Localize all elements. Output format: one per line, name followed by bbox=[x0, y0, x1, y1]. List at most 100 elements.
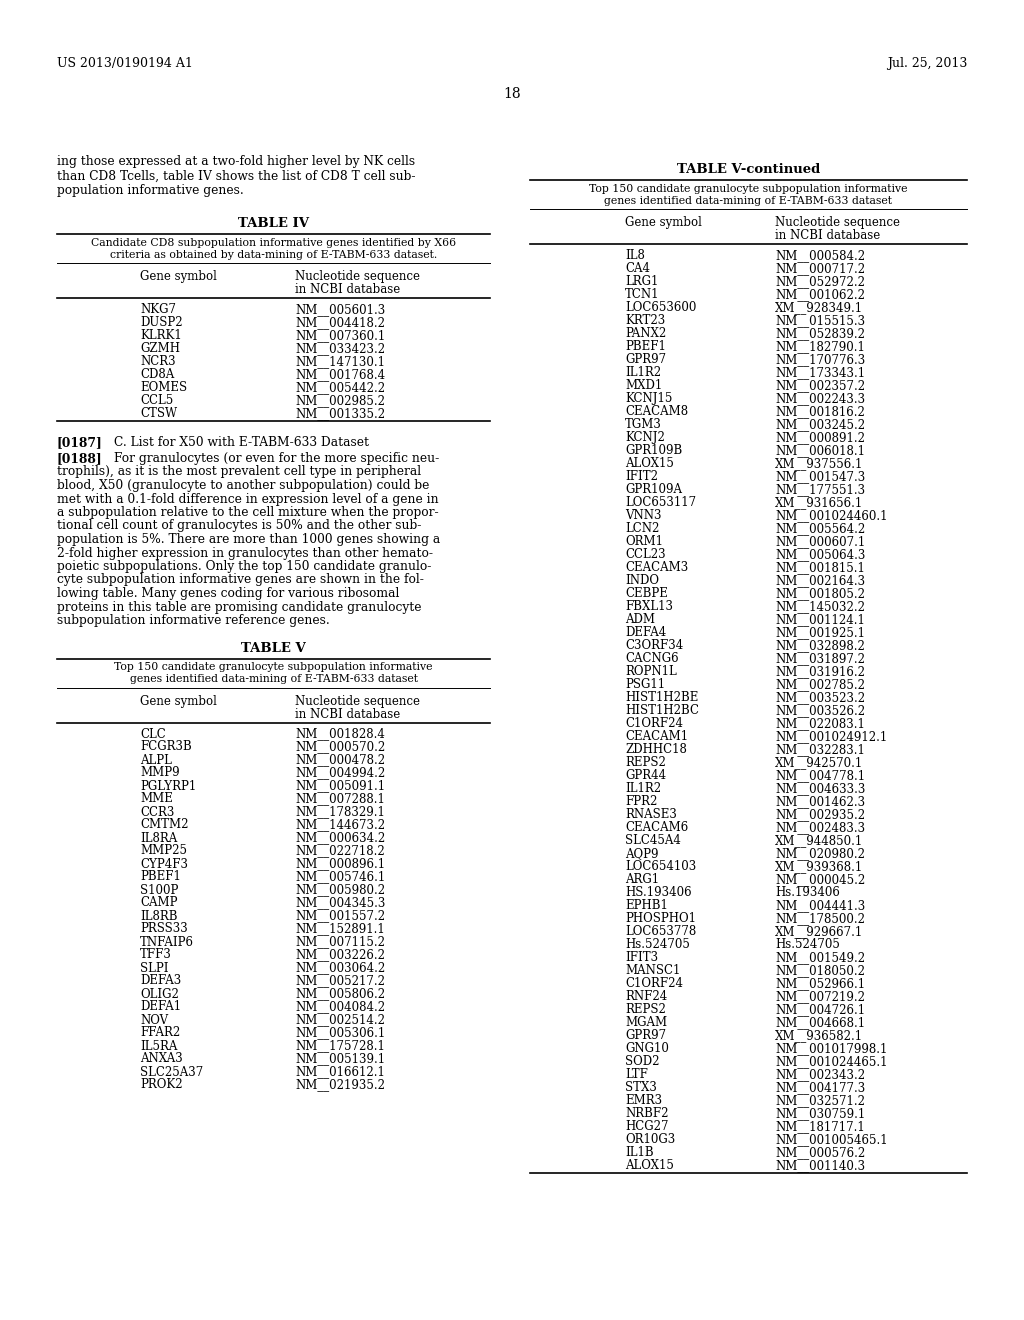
Text: GZMH: GZMH bbox=[140, 342, 180, 355]
Text: NM__022718.2: NM__022718.2 bbox=[295, 845, 385, 858]
Text: IL8RB: IL8RB bbox=[140, 909, 177, 923]
Text: For granulocytes (or even for the more specific neu-: For granulocytes (or even for the more s… bbox=[114, 451, 439, 465]
Text: tional cell count of granulocytes is 50% and the other sub-: tional cell count of granulocytes is 50%… bbox=[57, 520, 421, 532]
Text: CEBPE: CEBPE bbox=[625, 587, 668, 601]
Text: NM__004668.1: NM__004668.1 bbox=[775, 1016, 865, 1030]
Text: RNF24: RNF24 bbox=[625, 990, 668, 1003]
Text: cyte subpopulation informative genes are shown in the fol-: cyte subpopulation informative genes are… bbox=[57, 573, 424, 586]
Text: S100P: S100P bbox=[140, 883, 178, 896]
Text: PHOSPHO1: PHOSPHO1 bbox=[625, 912, 696, 925]
Text: TABLE IV: TABLE IV bbox=[238, 216, 309, 230]
Text: NM__016612.1: NM__016612.1 bbox=[295, 1065, 385, 1078]
Text: NM__032571.2: NM__032571.2 bbox=[775, 1094, 865, 1107]
Text: NM__001005465.1: NM__001005465.1 bbox=[775, 1133, 888, 1146]
Text: Gene symbol: Gene symbol bbox=[140, 694, 217, 708]
Text: ALOX15: ALOX15 bbox=[625, 1159, 674, 1172]
Text: NM__005306.1: NM__005306.1 bbox=[295, 1027, 385, 1040]
Text: NM__001124.1: NM__001124.1 bbox=[775, 612, 865, 626]
Text: CYP4F3: CYP4F3 bbox=[140, 858, 188, 870]
Text: PBEF1: PBEF1 bbox=[140, 870, 181, 883]
Text: Gene symbol: Gene symbol bbox=[140, 271, 217, 282]
Text: NM__007288.1: NM__007288.1 bbox=[295, 792, 385, 805]
Text: NM__000045.2: NM__000045.2 bbox=[775, 873, 865, 886]
Text: [0188]: [0188] bbox=[57, 451, 102, 465]
Text: PANX2: PANX2 bbox=[625, 327, 667, 341]
Text: NM__007360.1: NM__007360.1 bbox=[295, 329, 385, 342]
Text: NM__001017998.1: NM__001017998.1 bbox=[775, 1041, 888, 1055]
Text: NM__020980.2: NM__020980.2 bbox=[775, 847, 865, 861]
Text: IFIT2: IFIT2 bbox=[625, 470, 658, 483]
Text: CEACAM6: CEACAM6 bbox=[625, 821, 688, 834]
Text: NM__001805.2: NM__001805.2 bbox=[775, 587, 865, 601]
Text: NM__006018.1: NM__006018.1 bbox=[775, 444, 865, 457]
Text: LTF: LTF bbox=[625, 1068, 648, 1081]
Text: 2-fold higher expression in granulocytes than other hemato-: 2-fold higher expression in granulocytes… bbox=[57, 546, 433, 560]
Text: CLC: CLC bbox=[140, 727, 166, 741]
Text: IL5RA: IL5RA bbox=[140, 1040, 177, 1052]
Text: OR10G3: OR10G3 bbox=[625, 1133, 675, 1146]
Text: TFF3: TFF3 bbox=[140, 949, 172, 961]
Text: NM__004418.2: NM__004418.2 bbox=[295, 315, 385, 329]
Text: NM__007219.2: NM__007219.2 bbox=[775, 990, 865, 1003]
Text: NM__145032.2: NM__145032.2 bbox=[775, 601, 865, 612]
Text: HIST1H2BE: HIST1H2BE bbox=[625, 690, 698, 704]
Text: NM__052966.1: NM__052966.1 bbox=[775, 977, 865, 990]
Text: NM__005980.2: NM__005980.2 bbox=[295, 883, 385, 896]
Text: NM__001547.3: NM__001547.3 bbox=[775, 470, 865, 483]
Text: Nucleotide sequence: Nucleotide sequence bbox=[775, 216, 900, 228]
Text: ALOX15: ALOX15 bbox=[625, 457, 674, 470]
Text: than CD8 Tcells, table IV shows the list of CD8 T cell sub-: than CD8 Tcells, table IV shows the list… bbox=[57, 169, 416, 182]
Text: in NCBI database: in NCBI database bbox=[295, 282, 400, 296]
Text: NM__000896.1: NM__000896.1 bbox=[295, 858, 385, 870]
Text: NM__002935.2: NM__002935.2 bbox=[775, 808, 865, 821]
Text: Hs.524705: Hs.524705 bbox=[775, 939, 840, 950]
Text: NM__000607.1: NM__000607.1 bbox=[775, 535, 865, 548]
Text: ARG1: ARG1 bbox=[625, 873, 659, 886]
Text: LOC654103: LOC654103 bbox=[625, 861, 696, 873]
Text: CEACAM3: CEACAM3 bbox=[625, 561, 688, 574]
Text: IL1R2: IL1R2 bbox=[625, 781, 662, 795]
Text: lowing table. Many genes coding for various ribosomal: lowing table. Many genes coding for vari… bbox=[57, 587, 399, 601]
Text: blood, X50 (granulocyte to another subpopulation) could be: blood, X50 (granulocyte to another subpo… bbox=[57, 479, 429, 492]
Text: KLRK1: KLRK1 bbox=[140, 329, 181, 342]
Text: NM__032283.1: NM__032283.1 bbox=[775, 743, 865, 756]
Text: Gene symbol: Gene symbol bbox=[625, 216, 701, 228]
Text: DUSP2: DUSP2 bbox=[140, 315, 182, 329]
Text: EMR3: EMR3 bbox=[625, 1094, 663, 1107]
Text: FBXL13: FBXL13 bbox=[625, 601, 673, 612]
Text: NM__003526.2: NM__003526.2 bbox=[775, 704, 865, 717]
Text: NM__001024460.1: NM__001024460.1 bbox=[775, 510, 888, 521]
Text: RNASE3: RNASE3 bbox=[625, 808, 677, 821]
Text: NM__004441.3: NM__004441.3 bbox=[775, 899, 865, 912]
Text: NM__173343.1: NM__173343.1 bbox=[775, 366, 865, 379]
Text: 18: 18 bbox=[503, 87, 521, 102]
Text: GNG10: GNG10 bbox=[625, 1041, 669, 1055]
Text: NM__001335.2: NM__001335.2 bbox=[295, 407, 385, 420]
Text: LOC653778: LOC653778 bbox=[625, 925, 696, 939]
Text: US 2013/0190194 A1: US 2013/0190194 A1 bbox=[57, 57, 193, 70]
Text: ZDHHC18: ZDHHC18 bbox=[625, 743, 687, 756]
Text: REPS2: REPS2 bbox=[625, 1003, 666, 1016]
Text: NM__181717.1: NM__181717.1 bbox=[775, 1119, 864, 1133]
Text: STX3: STX3 bbox=[625, 1081, 656, 1094]
Text: IFIT3: IFIT3 bbox=[625, 950, 658, 964]
Text: FPR2: FPR2 bbox=[625, 795, 657, 808]
Text: GPR109B: GPR109B bbox=[625, 444, 682, 457]
Text: met with a 0.1-fold difference in expression level of a gene in: met with a 0.1-fold difference in expres… bbox=[57, 492, 438, 506]
Text: XM__929667.1: XM__929667.1 bbox=[775, 925, 863, 939]
Text: NM__004084.2: NM__004084.2 bbox=[295, 1001, 385, 1014]
Text: population informative genes.: population informative genes. bbox=[57, 183, 244, 197]
Text: NM__004726.1: NM__004726.1 bbox=[775, 1003, 865, 1016]
Text: NM__002357.2: NM__002357.2 bbox=[775, 379, 865, 392]
Text: NM__000584.2: NM__000584.2 bbox=[775, 249, 865, 261]
Text: NM__018050.2: NM__018050.2 bbox=[775, 964, 865, 977]
Text: SLPI: SLPI bbox=[140, 961, 169, 974]
Text: proteins in this table are promising candidate granulocyte: proteins in this table are promising can… bbox=[57, 601, 422, 614]
Text: NM__000478.2: NM__000478.2 bbox=[295, 754, 385, 767]
Text: TABLE V: TABLE V bbox=[241, 642, 306, 655]
Text: NOV: NOV bbox=[140, 1014, 168, 1027]
Text: NM__052839.2: NM__052839.2 bbox=[775, 327, 865, 341]
Text: NM__032898.2: NM__032898.2 bbox=[775, 639, 865, 652]
Text: EOMES: EOMES bbox=[140, 381, 187, 393]
Text: XM__937556.1: XM__937556.1 bbox=[775, 457, 863, 470]
